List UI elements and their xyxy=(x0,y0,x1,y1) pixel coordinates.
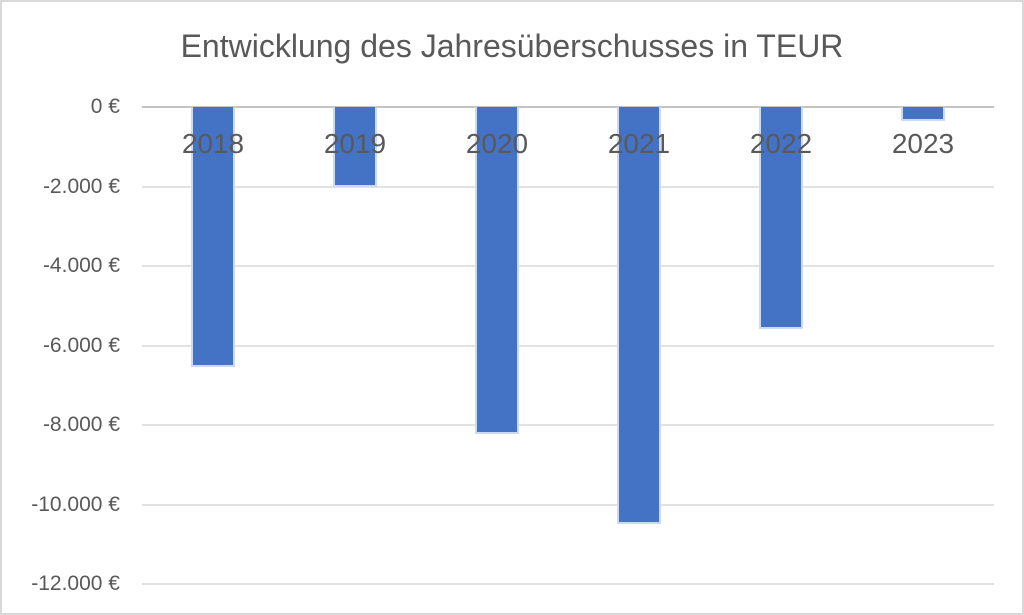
x-axis-label: 2022 xyxy=(749,128,813,159)
x-axis-label: 2020 xyxy=(465,128,529,159)
bar-2021[interactable] xyxy=(617,107,661,525)
y-axis-label: -8.000 € xyxy=(42,413,120,436)
y-axis-label: -12.000 € xyxy=(31,572,120,595)
gridline xyxy=(142,344,994,347)
chart-title: Entwicklung des Jahresüberschusses in TE… xyxy=(180,28,844,64)
y-axis-label: -6.000 € xyxy=(42,333,120,357)
x-axis-label: 2018 xyxy=(181,128,245,159)
gridline xyxy=(142,265,994,267)
y-axis-label: -10.000 € xyxy=(31,492,120,516)
x-axis-label: 2019 xyxy=(323,128,387,159)
gridline xyxy=(142,185,994,188)
x-axis-label: 2023 xyxy=(891,128,955,159)
bar-2019[interactable] xyxy=(333,107,377,187)
plot-area: 2018 2019 2020 2021 2022 2023 xyxy=(142,106,994,585)
x-axis-label: 2021 xyxy=(607,128,671,159)
bar-2023[interactable] xyxy=(901,107,945,121)
bar-2022[interactable] xyxy=(759,107,803,329)
bar-2018[interactable] xyxy=(191,107,235,368)
gridline xyxy=(142,424,994,426)
gridline xyxy=(142,583,994,585)
zero-axis-line xyxy=(142,106,994,108)
gridline xyxy=(142,503,994,506)
bar-2020[interactable] xyxy=(475,107,519,435)
y-axis-label: 0 € xyxy=(90,95,120,118)
y-axis-label: -4.000 € xyxy=(42,254,120,277)
y-axis-label: -2.000 € xyxy=(42,174,120,198)
